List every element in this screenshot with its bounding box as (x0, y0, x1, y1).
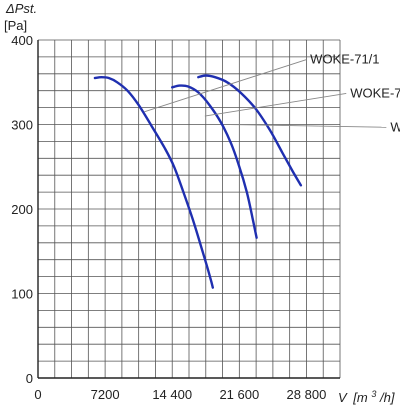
leader-line-2 (204, 93, 347, 117)
y-axis-title: ΔPst. (5, 1, 37, 16)
y-tick-label: 0 (26, 371, 33, 386)
plot-curves (93, 74, 303, 289)
x-tick-label: 14 400 (152, 387, 192, 402)
x-tick-label: 7200 (91, 387, 120, 402)
leader-line-3 (230, 124, 387, 128)
series-curve-1 (93, 76, 214, 289)
curve-label-2: WOKE-71/2 (350, 85, 400, 100)
label-leader-lines (144, 59, 387, 128)
plot-grid (37, 39, 341, 379)
series-curve-3 (197, 74, 303, 187)
series-curve-2 (171, 84, 258, 239)
curve-label-3: WOKE-71/3 (390, 119, 400, 134)
y-tick-label: 200 (11, 202, 33, 217)
x-tick-label: 28 800 (287, 387, 327, 402)
leader-line-1 (144, 59, 307, 113)
y-tick-label: 400 (11, 33, 33, 48)
x-tick-label: 21 600 (219, 387, 259, 402)
x-axis-variable: V (338, 390, 348, 405)
curve-label-1: WOKE-71/1 (310, 52, 379, 67)
x-axis-title: V [m 3 /h] (338, 385, 395, 405)
y-axis-unit: [Pa] (4, 18, 27, 33)
plot-labels: 0 100 200 300 400 0 7200 14 400 21 600 28 800 WOKE… (11, 33, 400, 402)
x-axis-unit-prefix: [m (352, 390, 368, 405)
x-tick-label: 0 (34, 387, 41, 402)
x-axis-unit-suffix: /h] (379, 390, 395, 405)
y-tick-label: 100 (11, 287, 33, 302)
x-axis-unit-superscript: 3 (371, 389, 376, 399)
y-tick-label: 300 (11, 118, 33, 133)
